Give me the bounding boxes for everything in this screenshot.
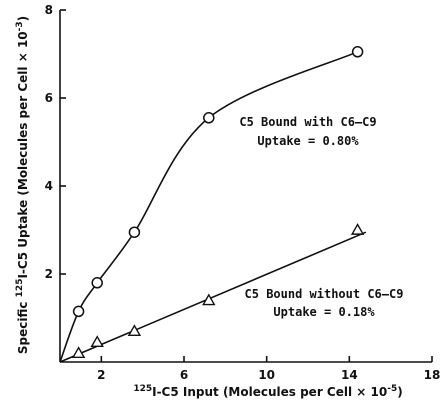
y-axis-title-sup: 125 [15, 279, 25, 298]
fit-line-without-c6-c9 [59, 231, 367, 363]
x-axis-title-base: I-C5 Input (Molecules per Cell × 10 [152, 385, 387, 399]
x-axis-title-sup: 125 [133, 384, 152, 394]
data-point-circle [72, 305, 85, 318]
annotation-without-line1: C5 Bound without C6–C9 [245, 287, 404, 301]
data-point-triangle [71, 346, 86, 359]
annotation-with-line1: C5 Bound with C6–C9 [239, 115, 376, 129]
y-tick-label: 2 [45, 267, 53, 281]
y-tick-label: 8 [45, 3, 53, 17]
tick-labels: 2 6 10 14 18 2 4 6 8 [45, 3, 441, 382]
data-point-circle [203, 112, 215, 124]
y-axis-title-exp: -3 [15, 21, 25, 31]
x-axis-title-close: ) [397, 385, 402, 399]
y-axis-title-close: ) [16, 16, 30, 21]
data-point-triangle [350, 223, 365, 235]
axes [59, 9, 433, 363]
x-tick-label: 10 [258, 368, 275, 382]
annotation-without-line2: Uptake = 0.18% [273, 305, 375, 319]
x-tick-label: 6 [180, 368, 188, 382]
y-tick-label: 4 [45, 179, 53, 193]
y-axis-title-base: I-C5 Uptake (Molecules per Cell × 10 [16, 31, 30, 278]
data-point-circle [351, 46, 364, 58]
x-tick-label: 14 [341, 368, 358, 382]
data-points [71, 46, 365, 359]
x-tick-label: 18 [424, 368, 441, 382]
data-point-triangle [127, 324, 142, 337]
data-point-triangle [90, 335, 104, 348]
y-tick-label: 6 [45, 91, 53, 105]
x-axis-title-exp: -5 [387, 384, 397, 394]
annotation-with-line2: Uptake = 0.80% [257, 134, 359, 148]
data-point-circle [128, 226, 141, 238]
y-axis-title: Specific 125I-C5 Uptake (Molecules per C… [15, 16, 30, 354]
x-axis-title: 125I-C5 Input (Molecules per Cell × 10-5… [133, 384, 402, 399]
y-axis-title-pre: Specific [16, 297, 30, 354]
data-point-triangle [202, 293, 216, 306]
data-point-circle [91, 277, 103, 289]
x-tick-label: 2 [97, 368, 105, 382]
